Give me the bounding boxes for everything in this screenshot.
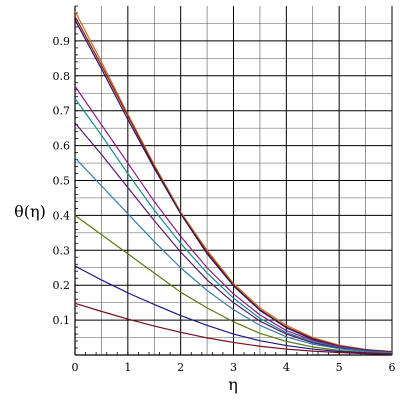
y-tick-label: 0.9 <box>53 35 71 48</box>
series-line-8 <box>74 214 393 355</box>
series-line-10 <box>74 302 393 355</box>
series-line-5 <box>74 98 393 354</box>
series-lines <box>74 10 393 355</box>
series-line-9 <box>74 265 393 355</box>
x-tick-label: 0 <box>72 361 79 374</box>
x-tick-label: 3 <box>230 361 237 374</box>
x-tick-label: 2 <box>177 361 184 374</box>
y-tick-label: 0.6 <box>53 140 71 153</box>
axes <box>74 5 393 356</box>
y-tick-label: 0.8 <box>53 70 71 83</box>
series-line-1 <box>74 10 393 353</box>
y-tick-label: 0.3 <box>53 244 71 257</box>
series-line-4 <box>74 85 393 353</box>
series-line-7 <box>74 157 393 354</box>
y-tick-label: 0.5 <box>53 175 71 188</box>
x-tick-label: 1 <box>124 361 131 374</box>
y-tick-label: 0.1 <box>53 314 71 327</box>
x-tick-label: 4 <box>283 361 290 374</box>
y-tick-label: 0.7 <box>53 105 71 118</box>
y-axis-label: θ(η) <box>14 202 46 221</box>
x-axis-label: η <box>228 375 238 394</box>
tick-labels: 0 1 2 3 4 5 6 0.1 0.2 0.3 0.4 0.5 0.6 0.7 0.8 0.9 <box>53 35 396 374</box>
x-tick-label: 5 <box>336 361 343 374</box>
series-line-6 <box>74 122 393 354</box>
y-tick-label: 0.4 <box>53 209 71 222</box>
x-tick-label: 6 <box>389 361 396 374</box>
y-tick-label: 0.2 <box>53 279 71 292</box>
